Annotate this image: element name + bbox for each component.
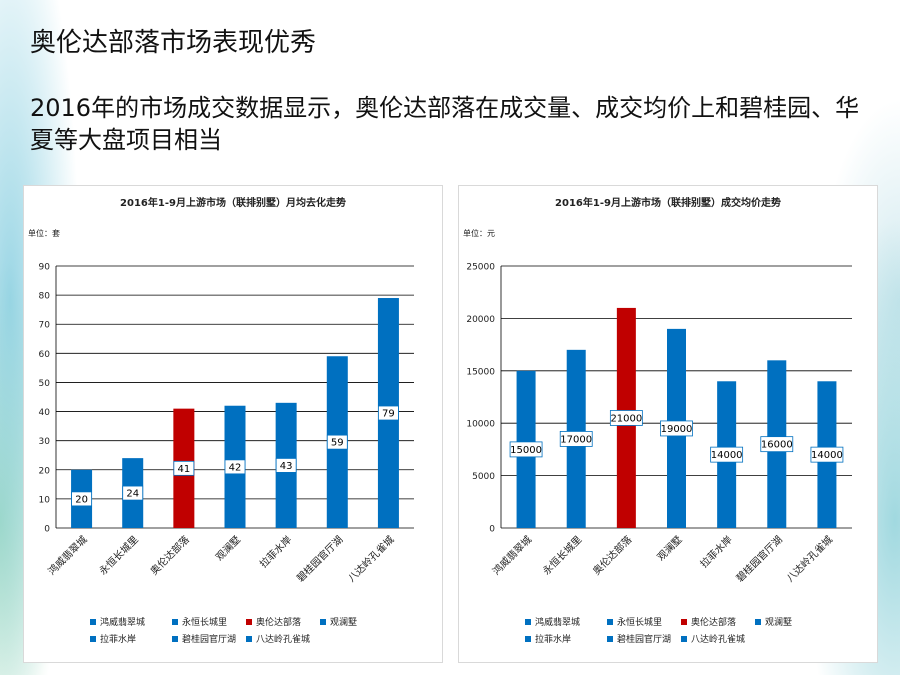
legend-label: 永恒长城里 xyxy=(182,616,227,628)
data-label-box xyxy=(660,420,693,437)
x-tick-label: 拉菲水岸 xyxy=(257,533,294,570)
chart-panel-sales-volume: 2016年1-9月上游市场（联排别墅）月均去化走势单位：套 0 10 20 30 40 50… xyxy=(23,185,443,663)
x-tick-label: 奥伦达部落 xyxy=(147,533,192,578)
y-tick-label: 0 xyxy=(489,525,495,535)
y-tick-label: 60 xyxy=(39,350,51,360)
y-tick-label: 70 xyxy=(39,321,51,331)
legend-swatch xyxy=(607,636,613,642)
legend-label: 拉菲水岸 xyxy=(100,633,136,645)
data-label: 59 xyxy=(331,438,344,449)
legend-swatch xyxy=(172,619,178,625)
legend-swatch xyxy=(172,636,178,642)
legend-label: 永恒长城里 xyxy=(617,616,662,628)
legend-label: 奥伦达部落 xyxy=(691,616,736,628)
x-tick-label: 八达岭孔雀城 xyxy=(783,533,835,585)
data-label: 16000 xyxy=(761,440,793,451)
y-tick-label: 0 xyxy=(44,525,50,535)
data-label: 14000 xyxy=(711,450,743,461)
x-tick-label: 观澜墅 xyxy=(213,534,243,564)
y-tick-label: 40 xyxy=(39,408,51,418)
x-tick-label: 永恒长城里 xyxy=(540,533,585,578)
data-label-box xyxy=(710,446,744,463)
legend-swatch xyxy=(755,619,761,625)
chart-title: 2016年1-9月上游市场（联排别墅）月均去化走势 xyxy=(120,196,346,209)
legend-swatch xyxy=(525,636,531,642)
legend-label: 鸿威翡翠城 xyxy=(535,616,580,628)
data-label: 21000 xyxy=(610,413,642,424)
x-tick-label: 碧桂园官厅湖 xyxy=(294,533,346,585)
page-title: 奥伦达部落市场表现优秀 xyxy=(30,28,317,58)
data-label-box xyxy=(326,434,348,450)
legend-swatch xyxy=(681,619,687,625)
y-tick-label: 20 xyxy=(39,466,51,476)
data-label-box xyxy=(122,485,144,501)
unit-label: 单位：套 xyxy=(28,228,60,238)
legend-label: 观澜墅 xyxy=(765,617,792,628)
data-label-box xyxy=(275,458,297,473)
unit-label: 单位：元 xyxy=(463,228,495,238)
x-tick-label: 鸿威翡翠城 xyxy=(45,533,90,578)
chart-title: 2016年1-9月上游市场（联排别墅）成交均价走势 xyxy=(555,196,781,209)
data-label: 41 xyxy=(177,464,190,475)
data-label-box xyxy=(810,446,844,463)
y-tick-label: 25000 xyxy=(466,263,495,273)
data-label-box xyxy=(173,460,195,476)
legend-label: 奥伦达部落 xyxy=(256,616,301,628)
legend-swatch xyxy=(525,619,531,625)
y-tick-label: 30 xyxy=(39,437,51,447)
data-label: 19000 xyxy=(661,424,693,435)
data-label-box xyxy=(760,436,794,453)
data-label: 24 xyxy=(126,489,139,500)
legend-swatch xyxy=(90,619,96,625)
data-label: 79 xyxy=(382,409,395,420)
legend-label: 八达岭孔雀城 xyxy=(691,633,745,645)
data-label: 14000 xyxy=(811,450,843,461)
data-label-box xyxy=(509,441,543,458)
legend-label: 碧桂园官厅湖 xyxy=(182,633,236,645)
data-label: 15000 xyxy=(510,445,542,456)
legend-swatch xyxy=(90,636,96,642)
legend-label: 观澜墅 xyxy=(330,617,357,628)
x-tick-label: 鸿威翡翠城 xyxy=(490,533,535,578)
legend-label: 八达岭孔雀城 xyxy=(256,633,310,645)
legend-label: 碧桂园官厅湖 xyxy=(617,633,671,645)
data-label: 20 xyxy=(75,494,88,505)
data-label-box xyxy=(559,431,593,447)
y-tick-label: 10000 xyxy=(466,420,495,430)
x-tick-label: 观澜墅 xyxy=(655,534,685,564)
x-tick-label: 永恒长城里 xyxy=(96,533,141,578)
x-tick-label: 八达岭孔雀城 xyxy=(345,533,397,585)
data-label: 43 xyxy=(280,461,293,472)
chart-panel-average-price: 2016年1-9月上游市场（联排别墅）成交均价走势单位：元 0 5000 10000 1… xyxy=(458,185,878,663)
y-tick-label: 10 xyxy=(39,495,51,505)
legend-label: 鸿威翡翠城 xyxy=(100,616,145,628)
y-tick-label: 15000 xyxy=(466,367,495,377)
y-tick-label: 50 xyxy=(39,379,51,389)
data-label-box xyxy=(224,459,246,475)
legend-label: 拉菲水岸 xyxy=(535,633,571,645)
page-subtitle: 2016年的市场成交数据显示，奥伦达部落在成交量、成交均价上和碧桂园、华夏等大盘… xyxy=(30,94,860,154)
y-tick-label: 20000 xyxy=(466,315,495,325)
data-label-box xyxy=(609,410,643,426)
y-tick-label: 80 xyxy=(39,292,51,302)
legend-swatch xyxy=(607,619,613,625)
y-tick-label: 5000 xyxy=(472,472,495,482)
data-label: 17000 xyxy=(560,434,592,445)
legend-swatch xyxy=(246,619,252,625)
data-label-box xyxy=(378,405,399,421)
legend-swatch xyxy=(246,636,252,642)
x-tick-label: 拉菲水岸 xyxy=(697,533,734,570)
data-label: 42 xyxy=(229,462,242,473)
x-tick-label: 碧桂园官厅湖 xyxy=(733,533,785,585)
data-label-box xyxy=(71,491,92,507)
x-tick-label: 奥伦达部落 xyxy=(590,533,635,578)
legend-swatch xyxy=(681,636,687,642)
y-tick-label: 90 xyxy=(39,263,51,273)
legend-swatch xyxy=(320,619,326,625)
